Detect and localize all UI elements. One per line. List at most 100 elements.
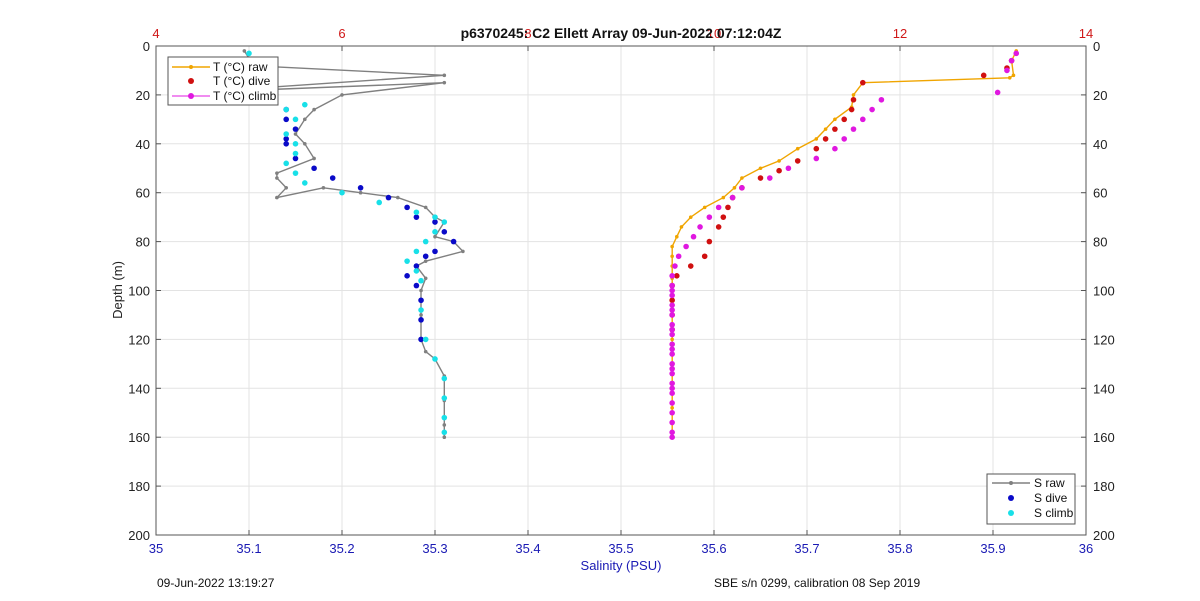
data-point-s-raw [423,259,428,263]
data-point-s-climb [422,238,429,245]
y-right-tick-label: 200 [1093,528,1115,543]
data-point-t-c-dive [687,263,694,269]
y-left-tick-label: 0 [143,39,150,54]
data-point-t-c-dive [776,167,782,174]
data-point-t-c-climb [669,351,675,357]
legend-t-raw-marker [189,65,193,69]
data-point-t-c-climb [850,126,857,132]
data-point-s-raw [419,313,423,317]
data-point-s-dive [311,165,317,172]
data-point-s-dive [283,116,290,123]
y-right-tick-label: 20 [1093,88,1107,103]
data-point-s-climb [246,50,252,57]
data-point-t-c-climb [669,331,675,338]
data-point-t-c-climb [1004,67,1010,74]
data-point-t-c-dive [720,214,727,220]
data-point-t-c-climb [669,302,675,308]
data-point-s-climb [432,356,438,362]
data-point-s-climb [283,106,290,113]
data-point-t-c-climb [697,224,703,230]
y-right-tick-label: 120 [1093,332,1115,347]
data-point-s-raw [340,93,344,97]
data-point-t-c-climb [669,282,675,289]
data-point-t-c-dive [832,126,838,132]
data-point-s-raw [275,176,279,180]
data-point-s-dive [404,273,410,279]
data-point-t-c-raw [740,176,744,180]
data-point-s-dive [385,194,392,201]
y-left-tick-label: 140 [128,381,150,396]
data-point-t-c-raw [688,215,693,219]
data-point-s-raw [423,205,428,210]
data-point-t-c-climb [669,346,675,352]
x-bottom-tick-label: 35.9 [980,541,1005,556]
data-point-t-c-raw [670,337,674,342]
legend-t-climb-label: T (°C) climb [213,89,277,103]
data-point-s-climb [441,219,448,225]
x-bottom-tick-label: 35.8 [887,541,912,556]
data-point-t-c-climb [669,380,675,387]
data-point-s-raw [423,349,428,354]
data-point-s-climb [292,150,299,157]
y-left-tick-label: 80 [136,235,150,250]
data-point-t-c-climb [832,145,838,152]
x-top-tick-label: 4 [152,26,159,41]
data-point-t-c-climb [1008,57,1015,64]
data-point-s-dive [432,248,438,255]
data-point-t-c-climb [767,175,773,181]
legend-s-climb-label: S climb [1034,506,1074,520]
data-point-s-raw [275,171,279,175]
data-point-t-c-dive [715,224,722,230]
series-layer [191,49,1020,441]
data-point-s-dive [413,282,420,289]
data-point-t-c-raw [732,186,737,190]
y-right-tick-label: 80 [1093,235,1107,250]
y-left-tick-label: 120 [128,332,150,347]
data-point-t-c-raw [670,406,674,410]
data-point-s-raw [312,107,316,112]
data-point-s-dive [283,141,290,147]
data-point-s-raw [442,423,447,427]
data-point-t-c-climb [669,400,675,406]
data-point-t-c-raw [1007,75,1012,80]
data-point-s-climb [292,170,299,176]
legend-salinity: S raw S dive S climb [986,473,1076,525]
data-point-t-c-dive [701,253,708,260]
data-point-s-climb [418,277,424,284]
y-left-tick-label: 100 [128,284,150,299]
y-right-tick-label: 0 [1093,39,1100,54]
data-point-t-c-raw [851,93,856,97]
x-top-tick-label: 12 [893,26,907,41]
data-point-s-dive [283,136,290,142]
data-point-s-climb [413,268,420,274]
data-point-s-dive [413,214,420,220]
data-point-t-c-climb [683,243,689,250]
data-point-s-climb [413,248,420,255]
data-point-s-dive [418,297,424,304]
x-bottom-tick-label: 35.1 [236,541,261,556]
legend-s-dive-label: S dive [1034,491,1068,505]
data-point-t-c-dive [850,96,857,103]
data-point-t-c-dive [725,204,731,211]
data-point-t-c-dive [674,273,680,279]
x-bottom-tick-label: 35.7 [794,541,819,556]
data-point-t-c-raw [702,205,707,210]
data-point-s-raw [293,132,298,136]
data-point-s-climb [292,116,299,123]
x-bottom-tick-label: 35.5 [608,541,633,556]
y-left-tick-label: 200 [128,528,150,543]
data-point-s-climb [283,131,290,137]
y-right-tick-label: 160 [1093,430,1115,445]
data-point-s-climb [302,180,308,186]
data-point-t-c-climb [785,165,792,172]
data-point-t-c-climb [729,194,736,201]
y-left-tick-label: 40 [136,137,150,152]
data-point-s-dive [450,238,457,245]
data-point-s-raw [303,142,307,146]
data-point-s-raw [433,234,437,239]
x-top-tick-label: 8 [524,26,531,41]
legend-s-climb-marker [1008,510,1014,516]
data-point-t-c-raw [675,234,679,239]
data-point-t-c-raw [833,117,837,122]
